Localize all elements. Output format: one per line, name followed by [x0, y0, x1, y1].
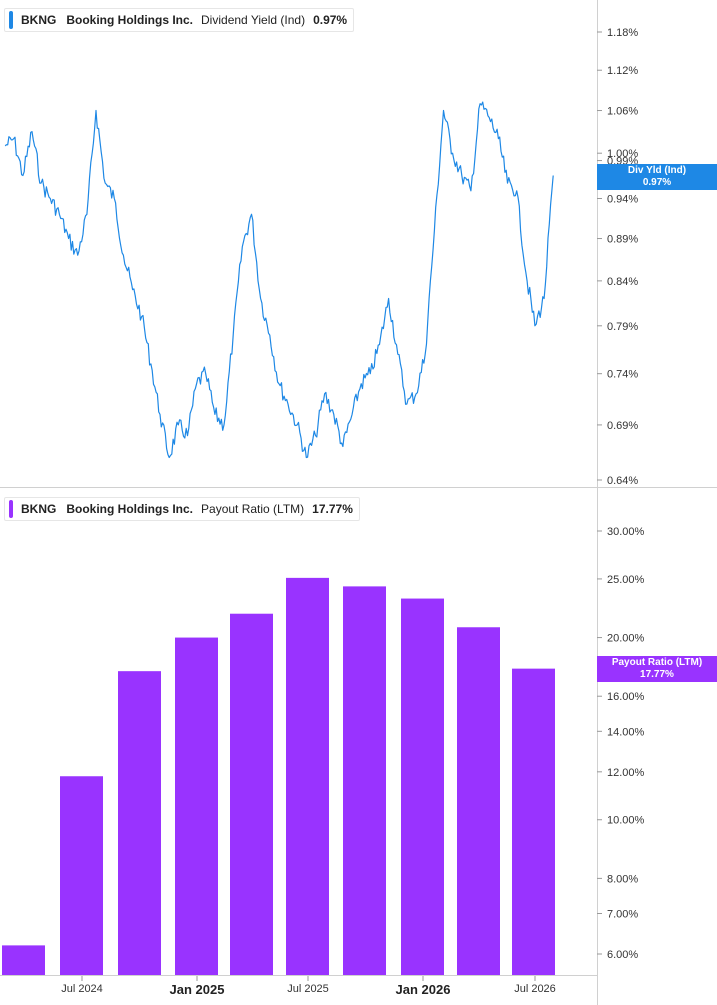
x-tick-label: Jan 2026	[396, 982, 451, 997]
y-tick-label: 0.69%	[607, 420, 638, 432]
tag-label: Div Yld (Ind)	[627, 165, 687, 176]
y-tick-label: 16.00%	[607, 691, 645, 703]
payout-ratio-value-tag: Payout Ratio (LTM) 17.77%	[597, 656, 717, 682]
y-tick-label: 30.00%	[607, 526, 645, 538]
metric-value: 0.97%	[313, 13, 348, 27]
y-tick-label: 7.00%	[607, 908, 638, 920]
company-name: Booking Holdings Inc.	[66, 502, 194, 516]
payout-ratio-bar	[2, 945, 45, 975]
payout-ratio-bar	[175, 637, 218, 975]
dividend-yield-line	[4, 101, 554, 459]
y-tick-label: 12.00%	[607, 767, 645, 779]
y-tick-label: 8.00%	[607, 873, 638, 885]
dividend-yield-value-tag: Div Yld (Ind) 0.97%	[597, 164, 717, 190]
tag-value: 17.77%	[640, 669, 674, 680]
payout-ratio-bar	[401, 598, 444, 975]
y-tick-label: 0.89%	[607, 234, 638, 246]
company-name: Booking Holdings Inc.	[66, 13, 194, 27]
metric-value: 17.77%	[312, 502, 353, 516]
ticker-label: BKNG	[21, 13, 57, 27]
x-tick-label: Jul 2024	[61, 983, 103, 995]
series-color-swatch	[9, 500, 13, 518]
y-tick-label: 0.79%	[607, 321, 638, 333]
y-tick-label: 25.00%	[607, 574, 645, 586]
payout-ratio-bar	[343, 586, 386, 975]
payout-ratio-bar	[60, 776, 103, 975]
metric-name: Dividend Yield (Ind)	[201, 13, 306, 27]
y-tick-label: 14.00%	[607, 726, 645, 738]
payout-ratio-bar	[230, 613, 273, 975]
x-tick-label: Jan 2025	[170, 982, 225, 997]
y-tick-label: 0.74%	[607, 369, 638, 381]
payout-ratio-bar	[286, 577, 329, 975]
payout-ratio-legend: BKNG Booking Holdings Inc. Payout Ratio …	[4, 497, 360, 521]
x-tick-label: Jul 2026	[514, 983, 556, 995]
y-tick-label: 20.00%	[607, 633, 645, 645]
tag-value: 0.97%	[642, 177, 672, 188]
y-tick-label: 1.18%	[607, 27, 638, 39]
y-tick-label: 0.84%	[607, 276, 638, 288]
payout-ratio-bar	[512, 668, 555, 975]
y-tick-label: 10.00%	[607, 815, 645, 827]
y-tick-label: 1.06%	[607, 106, 638, 118]
y-tick-label: 1.00%	[607, 148, 638, 160]
y-tick-label: 1.12%	[607, 65, 638, 77]
dividend-yield-legend: BKNG Booking Holdings Inc. Dividend Yiel…	[4, 8, 355, 32]
metric-name: Payout Ratio (LTM)	[201, 502, 305, 516]
ticker-label: BKNG	[21, 502, 57, 516]
y-tick-label: 0.94%	[607, 194, 638, 206]
y-tick-label: 0.64%	[607, 475, 638, 487]
payout-ratio-bar	[118, 671, 161, 975]
tag-label: Payout Ratio (LTM)	[611, 657, 703, 668]
series-color-swatch	[9, 11, 13, 29]
y-tick-label: 6.00%	[607, 949, 638, 961]
x-tick-label: Jul 2025	[287, 983, 329, 995]
payout-ratio-bar	[457, 627, 500, 975]
